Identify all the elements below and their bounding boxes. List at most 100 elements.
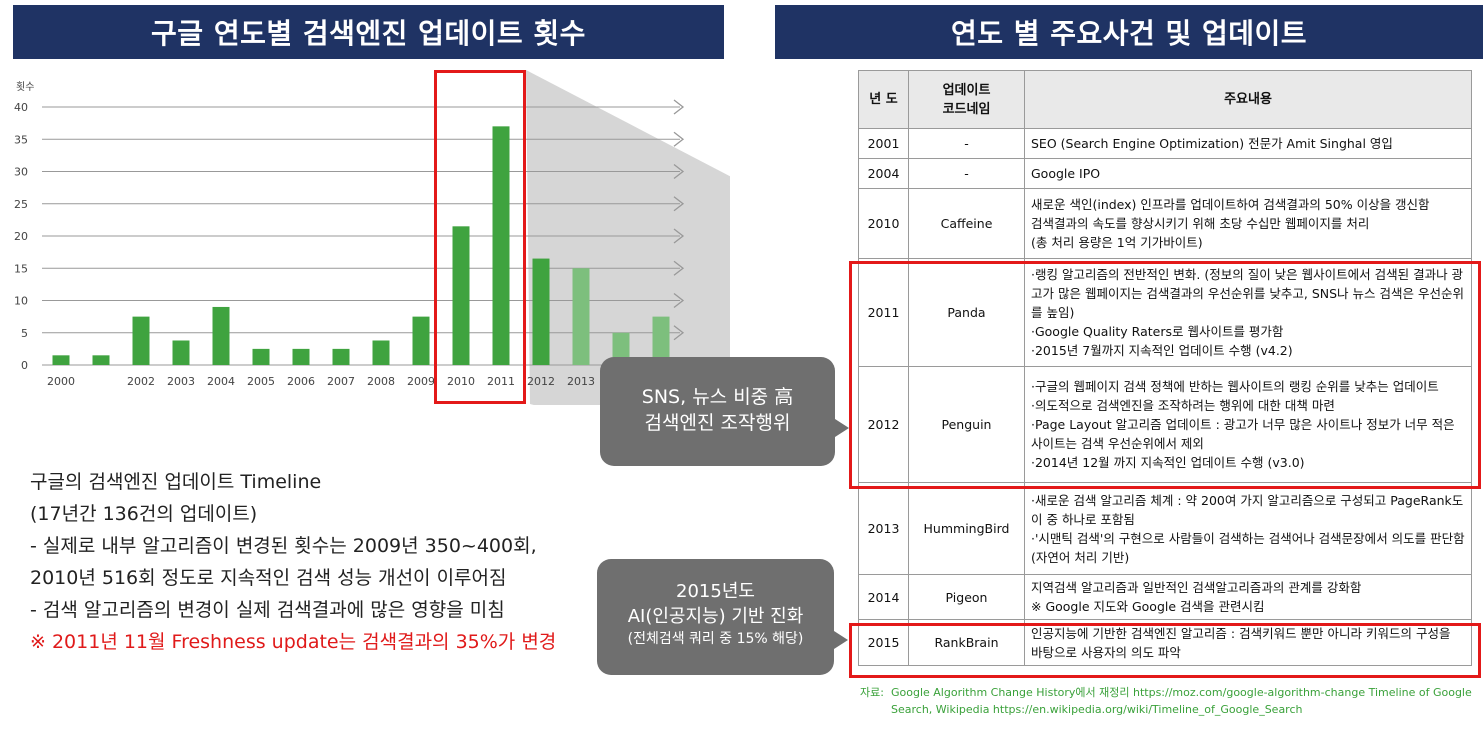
x-tick-label-2003: 2003 — [167, 375, 195, 388]
gridline-arrow — [673, 131, 685, 147]
header-description: 주요내용 — [1024, 70, 1472, 129]
timeline-text-block: 구글의 검색엔진 업데이트 Timeline (17년간 136건의 업데이트)… — [30, 466, 620, 658]
x-tick-label-2002: 2002 — [127, 375, 155, 388]
cell-description: SEO (Search Engine Optimization) 전문가 Ami… — [1024, 128, 1472, 159]
bar-2009 — [412, 316, 430, 365]
cell-codename: - — [908, 158, 1025, 189]
cell-year: 2011 — [858, 258, 909, 367]
bar-2013 — [572, 268, 590, 365]
cell-description: Google IPO — [1024, 158, 1472, 189]
y-tick-label: 0 — [21, 359, 28, 372]
bar-2002 — [132, 316, 150, 365]
gridline-arrow — [673, 260, 685, 276]
y-tick-label: 35 — [14, 133, 28, 146]
table-row: 2015 RankBrain 인공지능에 기반한 검색엔진 알고리즘 : 검색키… — [858, 619, 1472, 666]
cell-codename: RankBrain — [908, 619, 1025, 666]
x-tick-label-2006: 2006 — [287, 375, 315, 388]
desc-point: 새로운 색인(index) 인프라를 업데이트하여 검색결과의 50% 이상을 … — [1031, 197, 1430, 212]
table-row: 2014 Pigeon 지역검색 알고리즘과 일반적인 검색알고리즘과의 관계를… — [858, 574, 1472, 620]
x-tick-label-2000: 2000 — [47, 375, 75, 388]
x-tick-label-2012: 2012 — [527, 375, 555, 388]
y-tick-label: 30 — [14, 166, 28, 179]
cell-description: ·랭킹 알고리즘의 전반적인 변화. (정보의 질이 낮은 웹사이트에서 검색된… — [1024, 258, 1472, 367]
cell-year: 2001 — [858, 128, 909, 159]
x-tick-label-2005: 2005 — [247, 375, 275, 388]
header-codename-line-2: 코드네임 — [942, 101, 991, 117]
cell-description: 새로운 색인(index) 인프라를 업데이트하여 검색결과의 50% 이상을 … — [1024, 188, 1472, 259]
desc-point: ·2015년 7월까지 지속적인 업데이트 수행 (v4.2) — [1031, 343, 1293, 358]
cell-codename: Panda — [908, 258, 1025, 367]
updates-bar-chart: 횟수 0 5 10 15 20 25 30 35 40 2000 2002 2003 2004 2005 20… — [14, 70, 730, 405]
timeline-line-4: 2010년 516회 정도로 지속적인 검색 성능 개선이 이루어짐 — [30, 567, 507, 589]
bar-2006 — [292, 348, 310, 365]
y-tick-label: 40 — [14, 101, 28, 114]
bar-2008 — [372, 340, 390, 365]
bar-2007 — [332, 348, 350, 365]
bar-2001 — [92, 355, 110, 365]
left-banner-title: 구글 연도별 검색엔진 업데이트 횟수 — [151, 17, 586, 50]
x-tick-label-2009: 2009 — [407, 375, 435, 388]
callout-sns-bubble: SNS, 뉴스 비중 高 검색엔진 조작행위 — [600, 357, 849, 466]
x-tick-label-2007: 2007 — [327, 375, 355, 388]
gridline-arrow — [673, 325, 685, 341]
cell-description: ·구글의 웹페이지 검색 정책에 반하는 웹사이트의 랭킹 순위를 낮추는 업데… — [1024, 366, 1472, 483]
callout-sns-line-1: SNS, 뉴스 비중 高 — [641, 386, 794, 408]
table-row: 2012 Penguin ·구글의 웹페이지 검색 정책에 반하는 웹사이트의 … — [858, 366, 1472, 483]
desc-point: ·의도적으로 검색엔진을 조작하려는 행위에 대한 대책 마련 — [1031, 398, 1335, 413]
callout-ai-bubble: 2015년도 AI(인공지능) 기반 진화 (전체검색 쿼리 중 15% 해당) — [597, 559, 848, 675]
chart-labels: 횟수 0 5 10 15 20 25 30 35 40 2000 2002 2003 2004 2005 20… — [14, 81, 635, 388]
cell-year: 2012 — [858, 366, 909, 483]
table-row: 2010 Caffeine 새로운 색인(index) 인프라를 업데이트하여 … — [858, 188, 1472, 259]
cell-codename: Penguin — [908, 366, 1025, 483]
bar-2011 — [492, 126, 510, 365]
x-tick-label-2011: 2011 — [487, 375, 515, 388]
y-tick-label: 20 — [14, 230, 28, 243]
timeline-line-1: 구글의 검색엔진 업데이트 Timeline — [30, 471, 322, 493]
cell-codename: HummingBird — [908, 482, 1025, 575]
desc-point: (총 처리 용량은 1억 기가바이트) — [1031, 235, 1203, 250]
desc-point: ·2014년 12월 까지 지속적인 업데이트 수행 (v3.0) — [1031, 455, 1305, 470]
right-banner-title: 연도 별 주요사건 및 업데이트 — [950, 17, 1308, 50]
y-axis-unit-label: 횟수 — [16, 81, 34, 93]
x-tick-label-2013: 2013 — [567, 375, 595, 388]
gridline-arrow — [673, 196, 685, 212]
highlight-box-2015-row — [849, 623, 1481, 678]
timeline-line-2: (17년간 136건의 업데이트) — [30, 503, 258, 525]
table-row: 2011 Panda ·랭킹 알고리즘의 전반적인 변화. (정보의 질이 낮은… — [858, 258, 1472, 367]
x-tick-label-2008: 2008 — [367, 375, 395, 388]
cell-codename: Caffeine — [908, 188, 1025, 259]
bar-2005 — [252, 348, 270, 365]
y-tick-label: 5 — [21, 327, 28, 340]
bar-2010 — [452, 226, 470, 365]
table-row: 2013 HummingBird ·새로운 검색 알고리즘 체계 : 약 200… — [858, 482, 1472, 575]
gridline-arrow — [673, 228, 685, 244]
gridline-arrow — [673, 99, 685, 115]
cell-year: 2013 — [858, 482, 909, 575]
source-note: 자료: Google Algorithm Change History에서 재정… — [860, 684, 1478, 718]
desc-point: SEO (Search Engine Optimization) 전문가 Ami… — [1031, 136, 1393, 151]
cell-codename: Pigeon — [908, 574, 1025, 620]
cell-description: ·새로운 검색 알고리즘 체계 : 약 200여 가지 알고리즘으로 구성되고 … — [1024, 482, 1472, 575]
gridline-arrow — [673, 163, 685, 180]
timeline-line-6: ※ 2011년 11월 Freshness update는 검색결과의 35%가… — [30, 631, 557, 653]
desc-point: Google IPO — [1031, 166, 1101, 181]
header-codename-line-1: 업데이트 — [942, 82, 991, 98]
desc-point: ·랭킹 알고리즘의 전반적인 변화. (정보의 질이 낮은 웹사이트에서 검색된… — [1031, 267, 1464, 320]
desc-point: 검색결과의 속도를 향상시키기 위해 초당 수십만 웹페이지를 처리 — [1031, 216, 1370, 231]
bar-2014 — [612, 332, 630, 365]
left-banner: 구글 연도별 검색엔진 업데이트 횟수 — [13, 5, 724, 59]
callout-sns-line-2: 검색엔진 조작행위 — [644, 412, 791, 434]
x-tick-label-2004: 2004 — [207, 375, 235, 388]
y-tick-label: 10 — [14, 295, 28, 308]
desc-point: ·'시맨틱 검색'의 구현으로 사람들이 검색하는 검색어나 검색문장에서 의도… — [1031, 530, 1465, 565]
desc-point: ·Google Quality Raters로 웹사이트를 평가함 — [1031, 324, 1284, 339]
table-row: 2001 - SEO (Search Engine Optimization) … — [858, 128, 1472, 159]
timeline-line-5: - 검색 알고리즘의 변경이 실제 검색결과에 많은 영향을 미침 — [30, 599, 505, 621]
cell-description: 지역검색 알고리즘과 일반적인 검색알고리즘과의 관계를 강화함 ※ Googl… — [1024, 574, 1472, 620]
cell-year: 2004 — [858, 158, 909, 189]
bar-2004 — [212, 306, 230, 365]
source-text: Google Algorithm Change History에서 재정리 ht… — [891, 686, 1472, 716]
cell-year: 2014 — [858, 574, 909, 620]
y-tick-label: 15 — [14, 262, 28, 275]
x-tick-label-2010: 2010 — [447, 375, 475, 388]
